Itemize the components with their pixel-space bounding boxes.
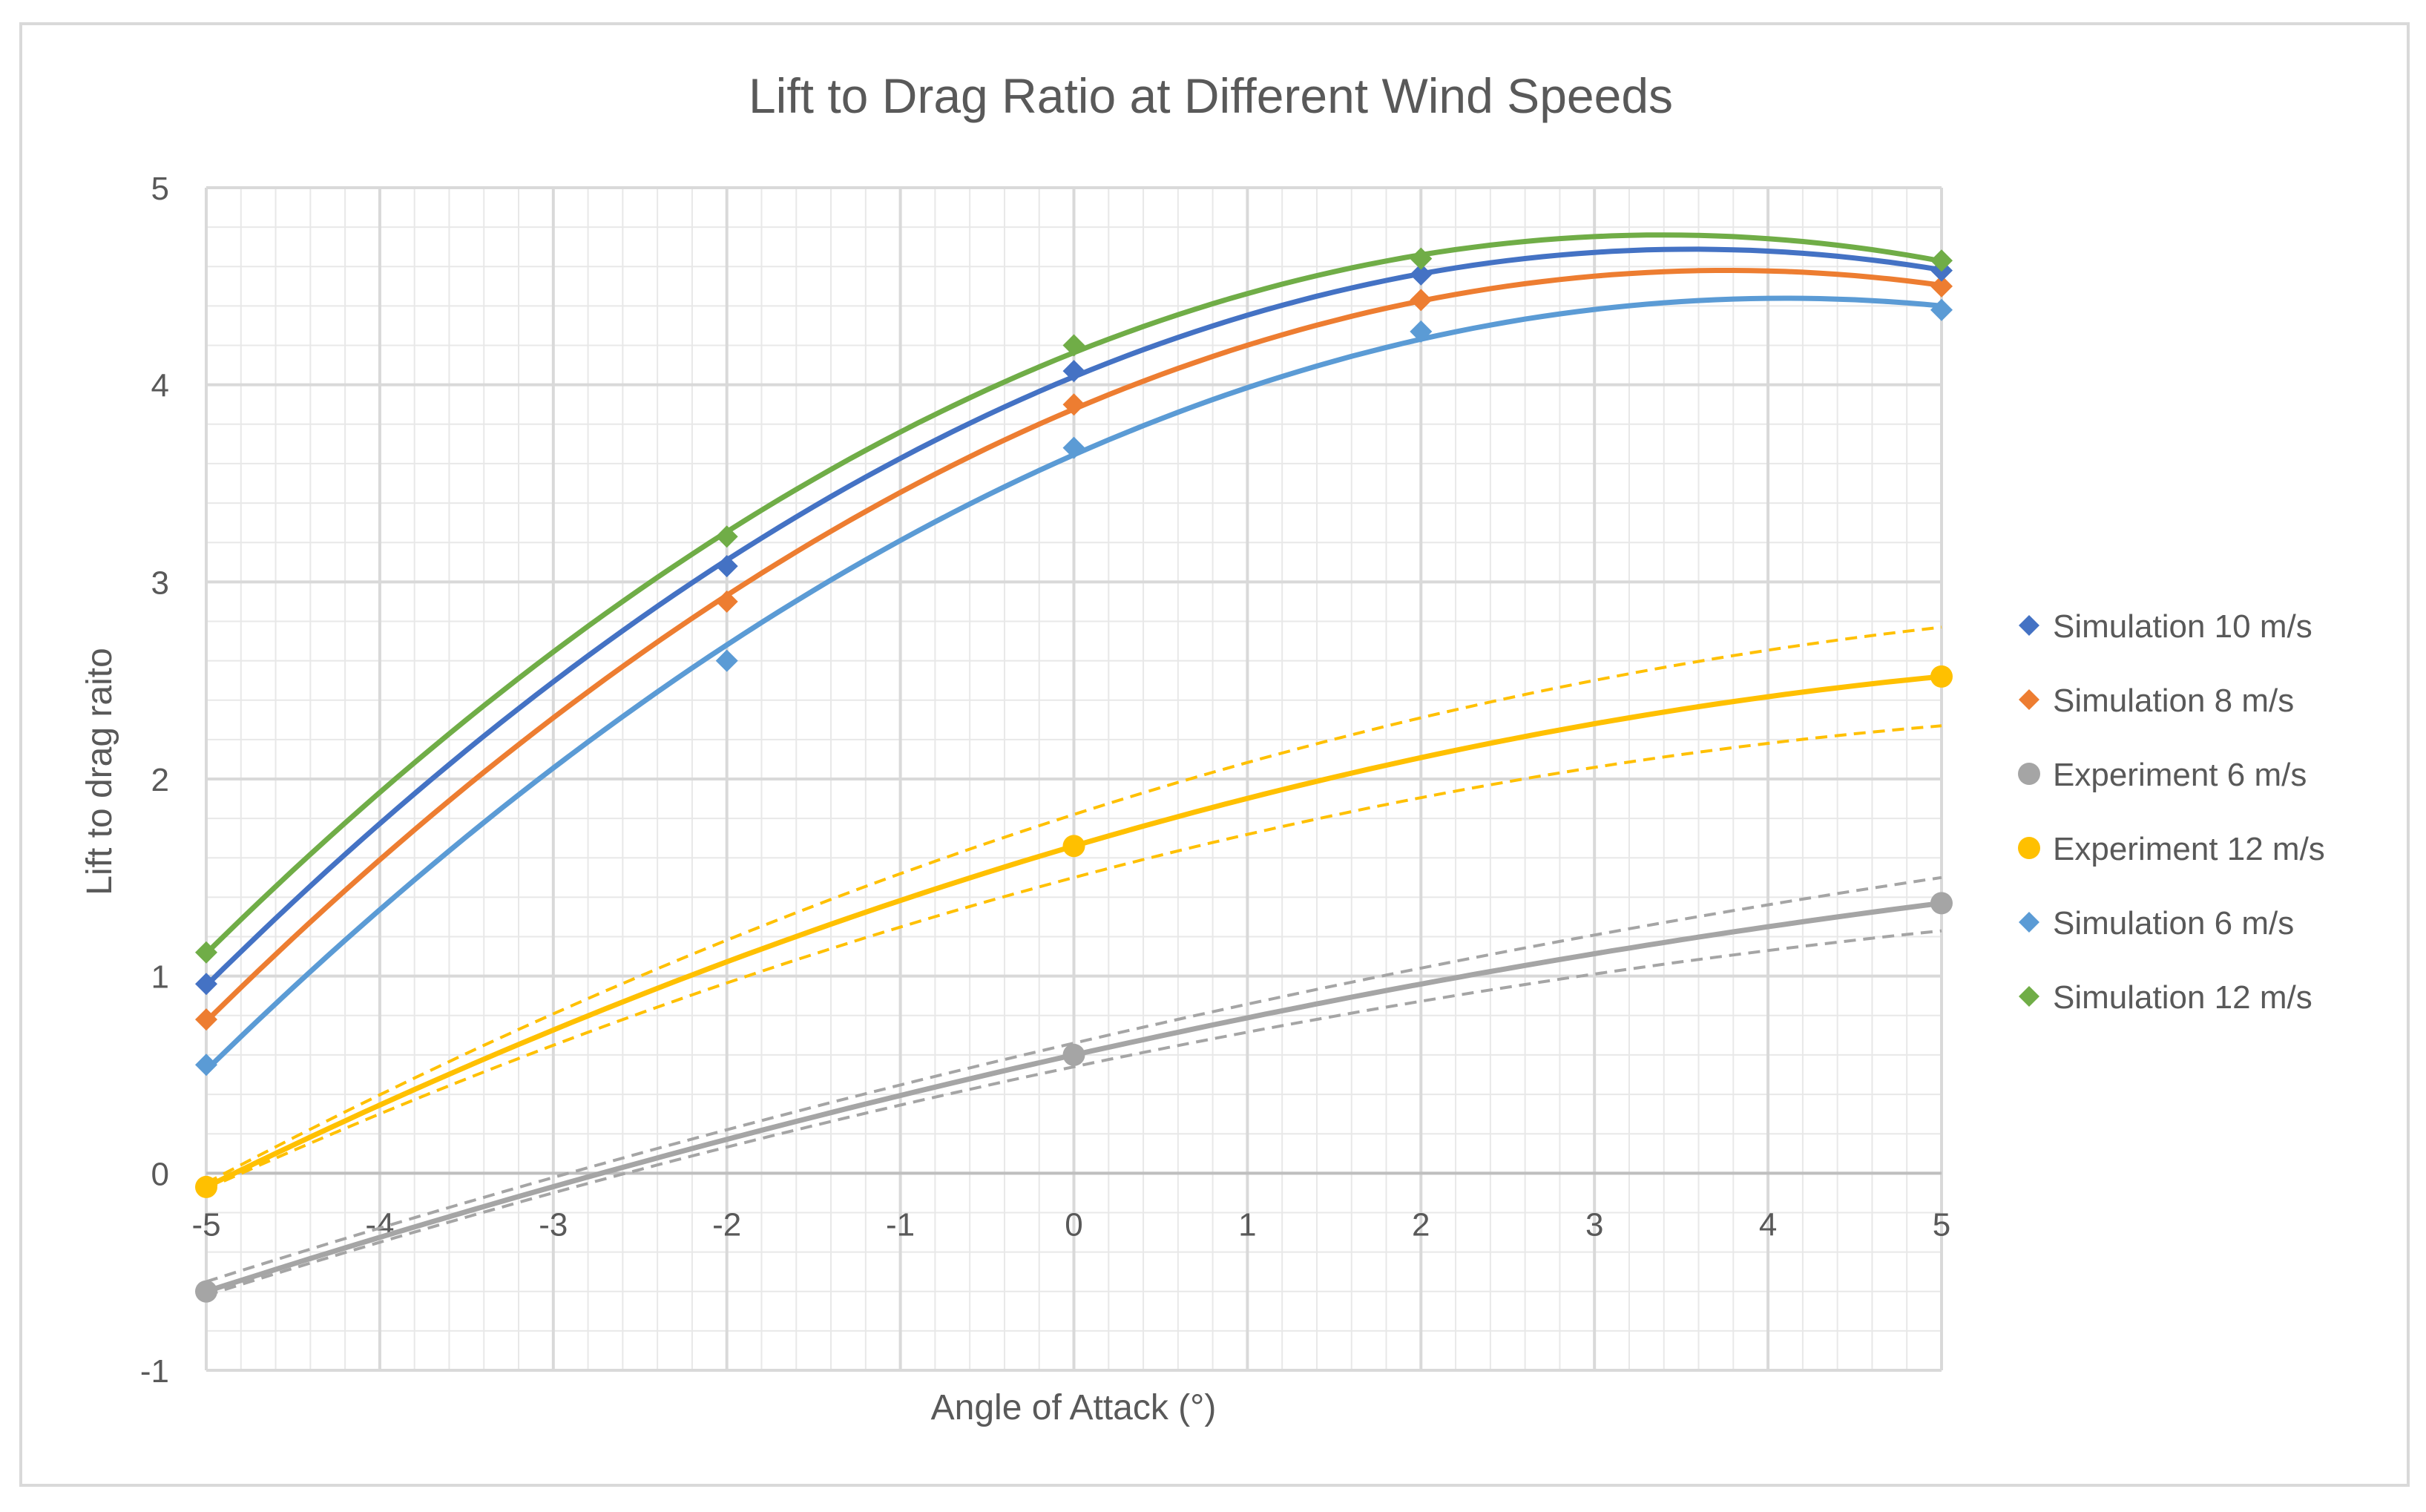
y-tick-label: 5 xyxy=(151,171,169,207)
legend-label: Simulation 6 m/s xyxy=(2053,905,2294,941)
legend-item: Simulation 8 m/s xyxy=(2019,683,2294,719)
legend: Simulation 10 m/s Simulation 8 m/s Experim… xyxy=(2018,608,2325,1016)
data-point xyxy=(1062,393,1085,416)
data-point xyxy=(195,1008,217,1031)
legend-item: Simulation 10 m/s xyxy=(2019,608,2312,645)
data-point xyxy=(1930,249,1953,272)
legend-marker-circle xyxy=(2018,763,2040,785)
y-tick-label: 4 xyxy=(151,368,169,404)
data-point xyxy=(195,1280,217,1303)
error-band-lower xyxy=(206,929,1942,1297)
legend-item: Simulation 6 m/s xyxy=(2019,905,2294,941)
x-tick-label: 3 xyxy=(1585,1206,1603,1243)
major-gridlines xyxy=(205,186,1943,1372)
y-tick-label: -1 xyxy=(140,1353,169,1390)
legend-marker-circle xyxy=(2018,837,2040,859)
x-tick-label: 4 xyxy=(1759,1206,1777,1243)
x-tick-label: 5 xyxy=(1933,1206,1950,1243)
y-tick-label: 3 xyxy=(151,565,169,601)
legend-marker-diamond xyxy=(2019,912,2039,933)
y-axis-tick-labels: -1 0 1 2 3 4 5 xyxy=(140,171,169,1390)
data-point xyxy=(195,1054,217,1077)
chart-border xyxy=(19,22,2410,1487)
series-simulation-12-m-s xyxy=(195,232,1953,964)
legend-label: Experiment 6 m/s xyxy=(2053,757,2307,793)
chart-title: Lift to Drag Ratio at Different Wind Spe… xyxy=(749,68,1673,123)
data-point xyxy=(1062,334,1085,357)
x-tick-label: 0 xyxy=(1065,1206,1082,1243)
data-point xyxy=(1410,247,1433,270)
data-point xyxy=(195,1175,217,1198)
y-axis-title: Lift to drag raito xyxy=(80,648,119,895)
data-point xyxy=(715,590,738,613)
data-point xyxy=(1410,320,1433,343)
data-point xyxy=(1062,360,1085,383)
legend-marker-diamond xyxy=(2019,615,2039,636)
data-point xyxy=(715,649,738,672)
series-experiment-6-m-s xyxy=(195,875,1953,1303)
data-point xyxy=(1930,665,1953,688)
data-point xyxy=(715,525,738,548)
data-point xyxy=(1062,436,1085,459)
x-tick-label: 1 xyxy=(1238,1206,1256,1243)
x-tick-label: -2 xyxy=(712,1206,741,1243)
legend-marker-diamond xyxy=(2019,689,2039,710)
data-point xyxy=(1930,298,1953,321)
series-simulation-8-m-s xyxy=(195,268,1953,1031)
data-point xyxy=(715,555,738,578)
x-tick-label: 2 xyxy=(1412,1206,1430,1243)
data-point xyxy=(1062,1043,1085,1066)
y-tick-label: 0 xyxy=(151,1156,169,1192)
x-tick-label: -5 xyxy=(191,1206,220,1243)
data-point xyxy=(195,941,217,964)
legend-item: Simulation 12 m/s xyxy=(2019,979,2312,1016)
y-tick-label: 2 xyxy=(151,762,169,798)
legend-item: Experiment 6 m/s xyxy=(2018,757,2307,793)
data-point xyxy=(1930,275,1953,298)
x-tick-label: -1 xyxy=(886,1206,915,1243)
series-experiment-12-m-s xyxy=(195,625,1953,1198)
x-axis-title: Angle of Attack (°) xyxy=(931,1388,1217,1427)
data-point xyxy=(195,973,217,996)
legend-item: Experiment 12 m/s xyxy=(2018,831,2325,867)
x-axis-tick-labels: -5 -4 -3 -2 -1 0 1 2 3 4 5 xyxy=(191,1206,1950,1243)
legend-label: Simulation 10 m/s xyxy=(2053,608,2312,645)
x-tick-label: -3 xyxy=(539,1206,568,1243)
y-tick-label: 1 xyxy=(151,959,169,996)
error-band-upper xyxy=(206,875,1942,1283)
series-layer xyxy=(195,232,1953,1303)
legend-label: Simulation 8 m/s xyxy=(2053,683,2294,719)
series-simulation-6-m-s xyxy=(195,295,1953,1077)
data-point xyxy=(1062,835,1085,858)
data-point xyxy=(1410,263,1433,286)
legend-label: Simulation 12 m/s xyxy=(2053,979,2312,1016)
data-point xyxy=(1930,892,1953,915)
legend-marker-diamond xyxy=(2019,986,2039,1007)
data-point xyxy=(1410,289,1433,312)
legend-label: Experiment 12 m/s xyxy=(2053,831,2325,867)
error-band-lower xyxy=(206,724,1942,1191)
